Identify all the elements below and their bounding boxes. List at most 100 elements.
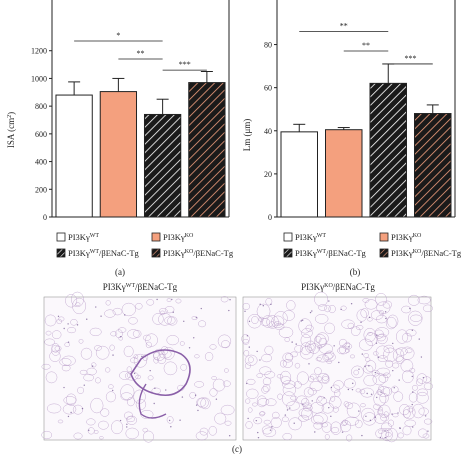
- alveolus: [362, 412, 377, 426]
- alveolus: [392, 413, 399, 418]
- alveolus: [365, 360, 377, 373]
- alveolus: [321, 402, 334, 414]
- alveolus: [242, 302, 250, 310]
- alveolus: [290, 351, 298, 358]
- alveolus: [378, 374, 389, 383]
- nucleus: [141, 355, 143, 358]
- nucleus: [228, 435, 231, 437]
- alveolus: [65, 294, 78, 308]
- alveolus: [281, 380, 296, 389]
- alveolus: [194, 381, 205, 388]
- nucleus: [399, 427, 401, 429]
- legend-label-tg-ko-b: PI3KγKO/βENaC-Tg: [391, 248, 462, 258]
- legend-swatch-ko-b: [379, 232, 389, 242]
- nucleus: [171, 298, 173, 301]
- panel-label-b: (b): [350, 267, 361, 277]
- alveolus: [360, 403, 366, 408]
- alveolus: [412, 403, 425, 419]
- alveolus: [245, 398, 251, 404]
- alveolus: [317, 372, 330, 384]
- alveolus: [355, 325, 364, 330]
- alveolus: [222, 380, 231, 387]
- alveolus: [248, 356, 254, 363]
- legend-label-tg-wt: PI3KγWT/βENaC-Tg: [68, 248, 140, 258]
- alveolus: [318, 337, 328, 347]
- alveolus: [105, 300, 111, 306]
- nucleus: [370, 393, 373, 395]
- legend-label-wt-b: PI3KγWT: [295, 232, 326, 242]
- alveolus: [316, 396, 327, 406]
- alveolus: [315, 332, 329, 345]
- alveolus: [197, 397, 209, 409]
- nucleus: [366, 392, 368, 395]
- alveolus: [56, 318, 62, 325]
- alveolus: [324, 434, 330, 440]
- alveolus: [360, 308, 369, 318]
- alveolus: [404, 419, 416, 427]
- nucleus: [301, 319, 304, 321]
- alveolus: [259, 366, 272, 375]
- alveolus: [100, 408, 110, 417]
- legend-b: PI3KγWT PI3KγKO PI3KγWT/βENaC-Tg PI3KγKO…: [283, 232, 462, 258]
- alveolus: [343, 401, 349, 407]
- alveolus: [328, 304, 336, 314]
- alveolus: [313, 412, 328, 425]
- nucleus: [112, 354, 114, 356]
- alveolus: [198, 320, 207, 328]
- nucleus: [270, 303, 272, 306]
- vessel: [138, 383, 167, 419]
- alveolus: [306, 343, 315, 351]
- y-tick-label: 1000: [31, 74, 47, 83]
- alveolus: [282, 359, 293, 368]
- alveolus: [314, 336, 322, 343]
- alveolus: [307, 387, 317, 396]
- alveolus: [265, 297, 273, 306]
- alveolus: [247, 314, 262, 329]
- alveolus: [142, 334, 151, 341]
- nucleus: [369, 419, 372, 422]
- alveolus: [340, 305, 347, 311]
- nucleus: [380, 391, 382, 393]
- alveolus: [303, 404, 313, 412]
- alveolus: [379, 310, 384, 316]
- alveolus: [317, 395, 323, 402]
- alveolus: [214, 412, 227, 425]
- alveolus: [95, 345, 110, 360]
- alveolus: [221, 340, 231, 349]
- nucleus: [391, 413, 393, 415]
- nucleus: [361, 434, 363, 437]
- alveolus: [276, 374, 284, 379]
- alveolus: [355, 388, 361, 393]
- alveolus: [98, 420, 109, 430]
- alveolus: [407, 407, 414, 413]
- alveolus: [135, 302, 143, 310]
- alveolus: [273, 311, 288, 326]
- alveolus: [256, 395, 267, 408]
- alveolus: [45, 330, 52, 336]
- nucleus: [228, 309, 230, 312]
- alveolus: [416, 373, 428, 384]
- alveolus: [408, 310, 423, 326]
- alveolus: [261, 386, 269, 394]
- nucleus: [67, 323, 69, 325]
- alveolus: [125, 427, 139, 440]
- nucleus: [126, 426, 128, 428]
- y-tick-label: 800: [35, 102, 47, 111]
- alveolus: [147, 375, 154, 381]
- nucleus: [170, 426, 172, 428]
- alveolus: [375, 293, 387, 306]
- alveolus: [349, 354, 355, 359]
- nucleus: [311, 400, 313, 402]
- alveolus: [127, 329, 140, 339]
- alveolus: [314, 334, 327, 349]
- nucleus: [165, 389, 167, 391]
- alveolus: [153, 357, 159, 364]
- nucleus: [259, 359, 261, 361]
- alveolus: [324, 304, 331, 313]
- alveolus: [370, 310, 384, 320]
- alveolus: [344, 416, 359, 426]
- alveolus: [99, 436, 104, 440]
- alveolus: [412, 384, 418, 391]
